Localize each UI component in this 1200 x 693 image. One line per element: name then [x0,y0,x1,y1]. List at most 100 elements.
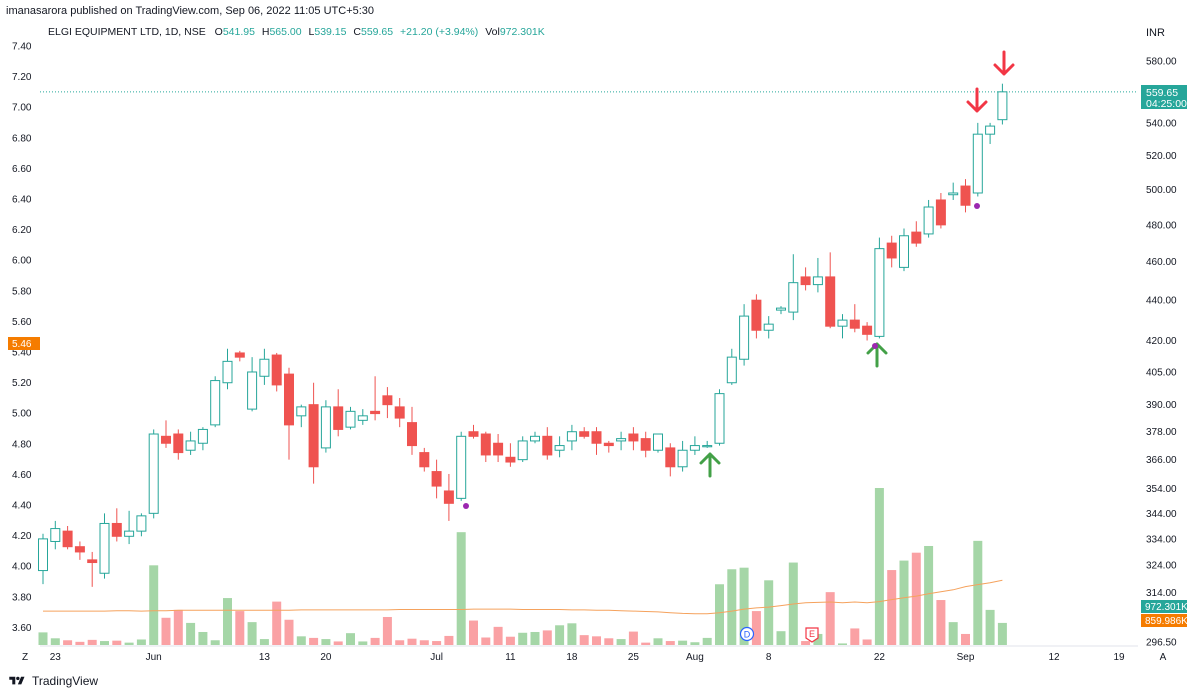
volume-bar [911,552,921,645]
left-axis-tick-label: 7.40 [12,42,32,53]
candle-body [87,559,98,564]
volume-bar [764,580,774,645]
legend-c-label: C [353,26,361,38]
volume-ma-line [43,579,1003,615]
volume-bar [604,638,614,645]
candle-body [247,371,258,410]
countdown-text: 04:25:00 [1146,98,1187,110]
time-axis-tick-label: 18 [566,652,578,663]
time-axis-tick-label: Jun [146,652,162,663]
volume-bar [862,639,872,645]
candle-body [234,352,245,358]
candle-body [948,192,959,196]
volume-bar [592,636,601,645]
candle-body [714,393,725,444]
right-axis-tick-label: 344.00 [1146,509,1177,520]
left-axis-tick-label: 4.80 [12,439,32,450]
candle [923,199,934,238]
volume-bar [678,640,688,645]
right-price-axis[interactable]: 580.00560.00540.00520.00500.00480.00460.… [1146,57,1177,649]
candle-body [50,528,61,542]
volume-bar [259,639,269,645]
legend-low: 539.15 [314,26,346,38]
volume-bar [136,639,146,645]
volume-bar [358,641,368,645]
candle [382,387,393,419]
left-axis-tick-label: 4.60 [12,470,32,481]
volume-bar [579,635,589,645]
candle [247,357,258,412]
candle-body [542,435,553,456]
legend: ELGI EQUIPMENT LTD, 1D, NSE O541.95 H565… [48,26,545,38]
candle-body [136,515,147,532]
candle [271,352,282,392]
legend-o-label: O [215,26,223,38]
left-price-axis[interactable]: 7.40 7.20 7.00 6.80 6.60 6.40 6.20 6.00 5.80 5.60… [12,42,32,634]
volume-bar [616,639,626,645]
candle [284,367,294,460]
time-axis-tick-label: 19 [1113,652,1125,663]
auto-scale-button[interactable]: A [1160,652,1167,663]
time-axis-tick-label: Sep [957,652,975,663]
timezone-button-label: Z [22,652,28,663]
time-axis-tick-label: 20 [320,652,332,663]
time-axis-tick-label: 12 [1048,652,1060,663]
candle [874,237,885,339]
volume-bar [75,641,85,645]
volume-bar [235,611,245,645]
candle [87,551,98,587]
candle-body [493,442,504,456]
volume-bar [751,611,761,645]
candle-body [812,276,823,286]
signal-dot [872,343,878,349]
time-axis-tick-label: 13 [259,652,271,663]
candle [566,424,577,451]
volume-bars [38,488,1007,645]
volume-bar [395,640,405,645]
left-axis-tick-label: 5.60 [12,317,32,328]
timezone-button[interactable]: Z [22,652,28,663]
volume-bar [149,565,159,645]
candle-body [591,431,602,444]
down-arrow-icon [993,50,1015,76]
candle [185,431,196,455]
dividend-marker[interactable]: D [739,626,755,642]
candle [320,400,331,453]
right-axis-tick-label: 500.00 [1146,185,1177,196]
time-axis[interactable]: 23 Jun 13 20 Jul 11 18 25 Aug 8 22 Sep 12 19 [50,652,1125,663]
candle [308,382,319,484]
candle [935,192,946,229]
candle-body [837,319,848,327]
volume-bar [456,532,466,645]
candle [345,406,356,430]
candle-body [874,248,885,337]
candle-body [173,433,184,454]
candle [111,508,122,542]
volume-bar [346,633,355,645]
candle [197,427,208,451]
volume-bar [690,642,700,645]
candle-body [665,447,676,468]
right-axis-tick-label: 405.00 [1146,367,1177,378]
candle [50,520,61,550]
candle-body [566,431,577,442]
candle [739,304,750,366]
signal-dot [974,203,980,209]
left-axis-tick-label: 5.40 [12,348,32,359]
earnings-marker[interactable]: E [805,627,819,643]
candle [985,122,996,144]
candle-body [985,125,996,135]
time-axis-tick-label: 8 [766,652,772,663]
candle [357,409,368,425]
candle-body [653,433,663,451]
candle-body [960,185,971,206]
tradingview-logo-icon [9,676,25,685]
time-axis-tick-label: 25 [628,652,640,663]
volume-bar [272,601,282,645]
volume-badge: 972.301K [1141,600,1188,613]
candle-body [886,242,897,259]
volume-bar [887,570,897,645]
candle-body [972,133,983,194]
candle-body [74,546,85,553]
left-axis-tick-label: 6.80 [12,133,32,144]
